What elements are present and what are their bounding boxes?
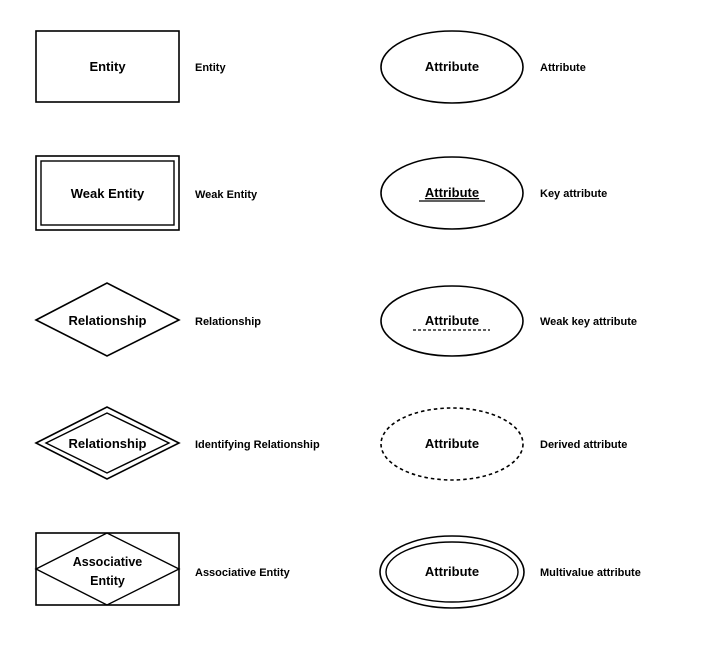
key-attribute-shape-label: Attribute — [425, 185, 479, 200]
derived-attribute-shape-label: Attribute — [425, 436, 479, 451]
multivalue-attribute-inner-ellipse — [385, 541, 519, 603]
weak-entity-outer-rectangle — [35, 155, 180, 231]
weak-entity-description: Weak Entity — [195, 189, 258, 201]
multivalue-attribute-shape-label: Attribute — [425, 564, 479, 579]
weak-key-attribute-symbol: Attribute — [380, 285, 524, 357]
weak-key-attribute-ellipse — [380, 285, 524, 357]
associative-entity-description: Associative Entity — [195, 567, 291, 579]
entity-description: Entity — [195, 62, 226, 74]
associative-entity-shape-label-line1: Associative — [73, 555, 143, 569]
multivalue-attribute-outer-ellipse — [379, 535, 525, 609]
relationship-diamond — [34, 282, 181, 357]
identifying-relationship-description: Identifying Relationship — [195, 439, 320, 451]
derived-attribute-description: Derived attribute — [540, 439, 627, 451]
attribute-description: Attribute — [540, 62, 586, 74]
relationship-description: Relationship — [195, 316, 261, 328]
derived-attribute-dashed-ellipse — [380, 407, 524, 481]
associative-entity-diamond — [34, 532, 181, 606]
multivalue-attribute-description: Multivalue attribute — [540, 567, 641, 579]
weak-entity-symbol: Weak Entity — [35, 155, 180, 231]
identifying-relationship-outer-diamond — [34, 406, 181, 480]
key-attribute-ellipse — [380, 156, 524, 230]
entity-shape-label: Entity — [89, 59, 126, 74]
derived-attribute-symbol: Attribute — [380, 407, 524, 481]
entity-rectangle — [35, 30, 180, 103]
associative-entity-shape-label-line2: Entity — [90, 574, 125, 588]
associative-entity-symbol: Associative Entity — [34, 532, 181, 606]
weak-key-attribute-description: Weak key attribute — [540, 316, 637, 328]
attribute-shape-label: Attribute — [425, 59, 479, 74]
weak-key-attribute-shape-label: Attribute — [425, 313, 479, 328]
attribute-ellipse — [380, 30, 524, 104]
attribute-symbol: Attribute — [380, 30, 524, 104]
weak-entity-shape-label: Weak Entity — [71, 186, 145, 201]
key-attribute-symbol: Attribute — [380, 156, 524, 230]
identifying-relationship-shape-label: Relationship — [68, 436, 146, 451]
identifying-relationship-symbol: Relationship — [34, 406, 181, 480]
associative-entity-rectangle — [35, 532, 180, 606]
multivalue-attribute-symbol: Attribute — [379, 535, 525, 609]
weak-entity-inner-rectangle — [40, 160, 175, 226]
key-attribute-description: Key attribute — [540, 188, 607, 200]
entity-symbol: Entity — [35, 30, 180, 103]
identifying-relationship-inner-diamond — [44, 412, 171, 474]
relationship-shape-label: Relationship — [68, 313, 146, 328]
relationship-symbol: Relationship — [34, 282, 181, 357]
